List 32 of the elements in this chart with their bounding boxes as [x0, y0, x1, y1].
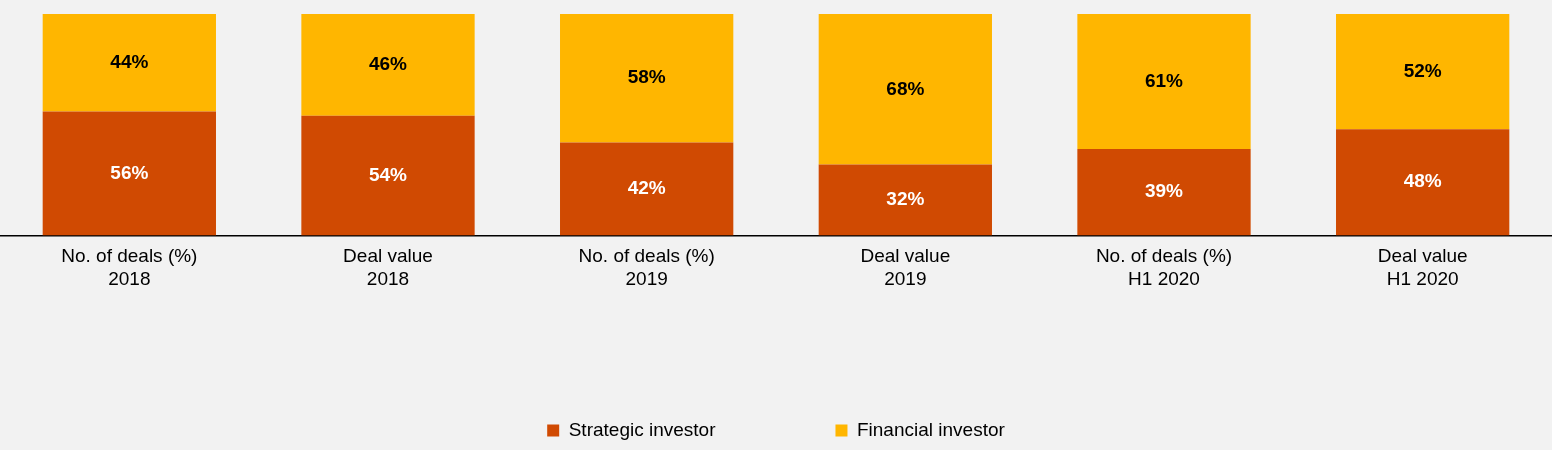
bar: [1336, 14, 1510, 130]
data-label: 48%: [1403, 170, 1442, 192]
bar: [1077, 149, 1251, 236]
data-label: 42%: [627, 177, 666, 199]
x-tick-label: Deal value H1 2020: [1377, 245, 1468, 289]
legend-label: Strategic investor: [568, 418, 717, 440]
bar: [1336, 129, 1510, 236]
data-label: 32%: [886, 188, 925, 210]
x-tick-label: No. of deals (%) 2019: [578, 245, 715, 289]
data-label: 56%: [110, 161, 149, 183]
data-label: 39%: [1144, 180, 1184, 202]
bar: [818, 14, 992, 165]
bar: [818, 164, 992, 236]
bar: [1077, 14, 1251, 150]
data-label: 61%: [1144, 69, 1184, 91]
x-tick-label: Deal value 2019: [860, 245, 951, 289]
bar: [42, 14, 216, 112]
bar: [42, 111, 216, 236]
data-label: 46%: [368, 53, 408, 75]
bar: [560, 142, 734, 236]
legend-label: Financial investor: [856, 418, 1006, 440]
x-tick-label: No. of deals (%) H1 2020: [1095, 245, 1233, 289]
bar: [301, 115, 475, 236]
x-tick-label: Deal value 2018: [343, 245, 433, 289]
bar: [301, 14, 475, 116]
x-tick-label: No. of deals (%) 2018: [61, 245, 198, 289]
bar: [560, 14, 734, 143]
data-label: 52%: [1403, 59, 1442, 81]
data-label: 58%: [627, 66, 666, 88]
data-label: 68%: [886, 77, 925, 99]
data-label: 44%: [110, 50, 149, 72]
data-label: 54%: [368, 163, 408, 185]
